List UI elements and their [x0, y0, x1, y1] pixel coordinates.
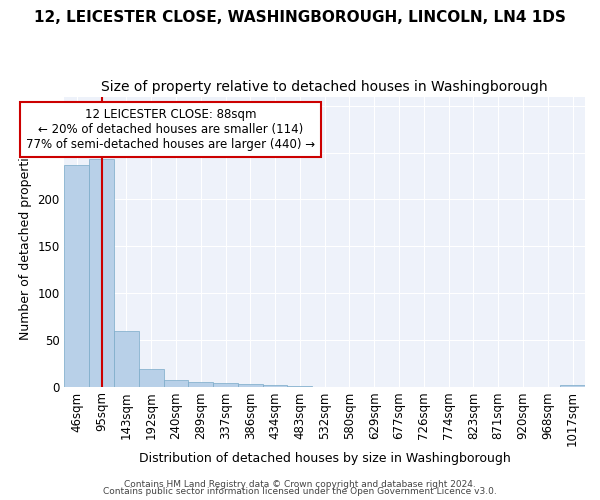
Bar: [213, 383, 238, 386]
Text: 12, LEICESTER CLOSE, WASHINGBOROUGH, LINCOLN, LN4 1DS: 12, LEICESTER CLOSE, WASHINGBOROUGH, LIN…: [34, 10, 566, 25]
Bar: [560, 384, 585, 386]
X-axis label: Distribution of detached houses by size in Washingborough: Distribution of detached houses by size …: [139, 452, 511, 465]
Bar: [64, 165, 89, 386]
Bar: [263, 384, 287, 386]
Bar: [89, 159, 114, 386]
Bar: [238, 384, 263, 386]
Title: Size of property relative to detached houses in Washingborough: Size of property relative to detached ho…: [101, 80, 548, 94]
Bar: [139, 369, 164, 386]
Y-axis label: Number of detached properties: Number of detached properties: [19, 143, 32, 340]
Bar: [164, 380, 188, 386]
Text: 12 LEICESTER CLOSE: 88sqm
← 20% of detached houses are smaller (114)
77% of semi: 12 LEICESTER CLOSE: 88sqm ← 20% of detac…: [26, 108, 316, 151]
Text: Contains public sector information licensed under the Open Government Licence v3: Contains public sector information licen…: [103, 487, 497, 496]
Bar: [114, 332, 139, 386]
Bar: [188, 382, 213, 386]
Text: Contains HM Land Registry data © Crown copyright and database right 2024.: Contains HM Land Registry data © Crown c…: [124, 480, 476, 489]
